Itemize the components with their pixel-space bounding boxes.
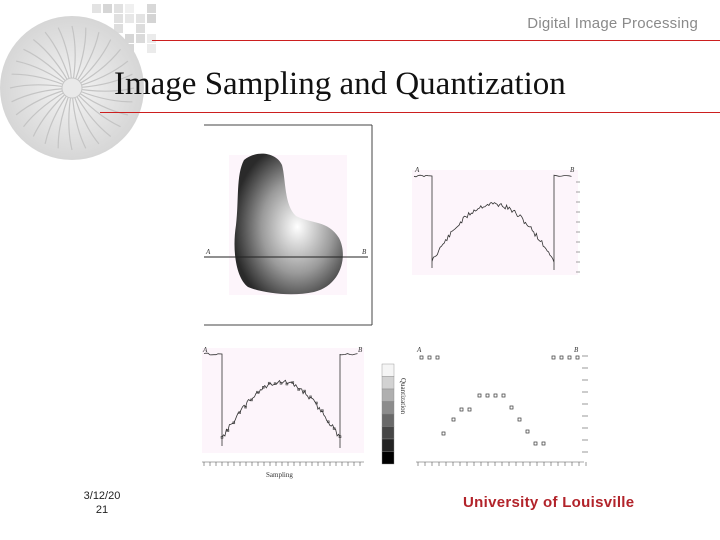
header-rule	[152, 40, 720, 41]
sampling-quantization-figure: A B A B A B Sampling Quantization A B	[202, 124, 588, 479]
sampling-label-a: A	[202, 346, 208, 354]
continuous-image-shape	[234, 153, 343, 295]
quantization-axis-label: Quantization	[399, 378, 407, 415]
panel-sampling: A B Sampling	[202, 346, 364, 479]
quant-label-a: A	[416, 346, 422, 354]
header-course-title: Digital Image Processing	[527, 15, 698, 32]
panel-intensity-profile: A B	[412, 166, 580, 275]
panel-quantization: A B	[416, 346, 588, 466]
sampling-axis-label: Sampling	[266, 471, 293, 479]
university-seal-logo	[0, 4, 156, 160]
sampling-label-b: B	[358, 346, 363, 354]
footer-date: 3/12/20 21	[80, 489, 124, 517]
sampled-profile-line	[203, 352, 358, 448]
title-rule	[100, 112, 720, 113]
profile-label-b: B	[570, 166, 575, 174]
footer-organization: University of Louisville	[463, 494, 635, 511]
footer-date-line1: 3/12/20	[83, 490, 121, 502]
profile-label-a: A	[414, 166, 420, 174]
scanline-label-a: A	[205, 248, 211, 256]
quant-label-b: B	[574, 346, 579, 354]
slide-title: Image Sampling and Quantization	[114, 66, 566, 102]
scanline-label-b: B	[362, 248, 367, 256]
quantization-gray-scale	[381, 363, 395, 465]
intensity-profile-line	[413, 174, 572, 270]
panel-continuous-image: A B	[204, 124, 373, 326]
footer-date-line2: 21	[95, 504, 109, 516]
